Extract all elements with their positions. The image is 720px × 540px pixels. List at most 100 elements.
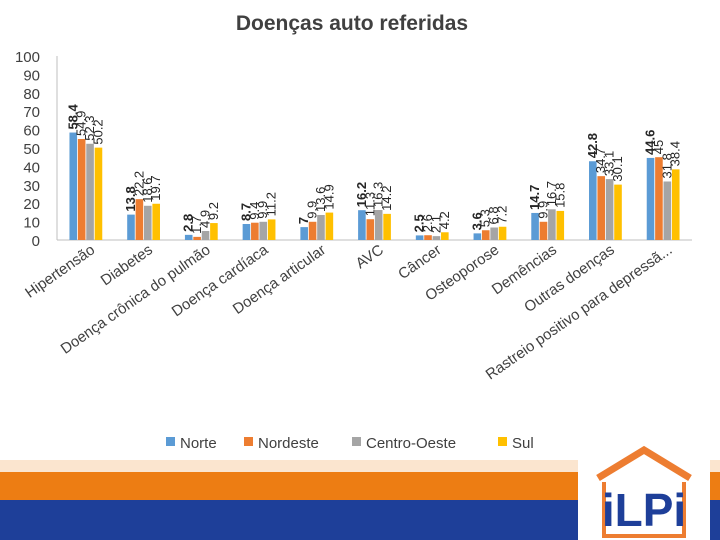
data-label: 11.3 — [362, 192, 377, 216]
bar-nordeste — [366, 219, 375, 240]
bar-norte — [184, 234, 193, 240]
bar-sul — [614, 184, 622, 240]
legend-swatch — [244, 437, 253, 446]
bar-nordeste — [251, 222, 259, 240]
bar-centro-oeste — [201, 230, 210, 240]
data-label: 13.6 — [313, 187, 328, 212]
house-walls — [602, 482, 686, 538]
data-label: 30.1 — [610, 156, 625, 181]
logo-text: iLPi — [602, 484, 686, 536]
bar-norte — [473, 233, 482, 240]
y-tick-label: 20 — [23, 196, 40, 213]
data-label: 18.6 — [140, 177, 155, 202]
legend-label: Nordeste — [258, 435, 319, 452]
legend-label: Norte — [180, 435, 217, 452]
data-label: 33.1 — [602, 151, 617, 176]
bar-centro-oeste — [259, 221, 268, 240]
data-label: 8.7 — [238, 203, 253, 221]
bar-norte — [415, 235, 424, 240]
bar-norte — [646, 157, 655, 240]
data-label: 44.6 — [643, 130, 658, 155]
data-label: 4.2 — [437, 211, 452, 229]
data-label: 2.1 — [428, 215, 443, 233]
data-label: 11.2 — [264, 192, 279, 216]
data-label: 2.5 — [412, 214, 427, 232]
bar-nordeste — [77, 138, 86, 240]
x-tick-label: AVC — [353, 241, 387, 272]
bar-sul — [556, 210, 565, 240]
bar-norte — [531, 212, 539, 240]
y-tick-label: 10 — [23, 215, 40, 232]
data-label: 34.7 — [593, 148, 608, 173]
bar-sul — [210, 223, 218, 240]
data-label: 4.9 — [198, 210, 213, 228]
data-label: 15.8 — [552, 183, 567, 208]
bar-sul — [94, 147, 103, 240]
bar-centro-oeste — [663, 181, 672, 240]
legend-label: Centro-Oeste — [366, 435, 456, 452]
x-tick-label: Doença cardíaca — [169, 241, 272, 320]
bar-sul — [498, 226, 507, 240]
bar-nordeste — [655, 157, 663, 240]
data-label: 42.8 — [585, 133, 600, 158]
bar-nordeste — [481, 230, 490, 240]
house-roof-icon — [596, 445, 692, 481]
y-tick-label: 60 — [23, 123, 40, 140]
data-label: 16.2 — [354, 182, 369, 207]
data-label: 38.4 — [668, 141, 683, 166]
legend-swatch — [498, 437, 507, 446]
bar-norte — [242, 223, 251, 240]
bar-nordeste — [135, 199, 144, 240]
data-label: 1.7 — [189, 216, 204, 234]
bar-centro-oeste — [490, 227, 498, 240]
data-label: 5.3 — [478, 209, 493, 227]
data-label: 31.8 — [659, 153, 674, 178]
bar-sul — [383, 213, 391, 240]
bar-sul — [325, 212, 334, 240]
data-label: 9.9 — [305, 201, 320, 219]
data-label: 54.9 — [74, 111, 89, 136]
data-label: 50.2 — [90, 119, 105, 144]
data-label: 3.6 — [469, 212, 484, 230]
data-label: 7 — [296, 217, 311, 224]
bar-sul — [267, 219, 276, 240]
footer-band-light — [0, 460, 720, 472]
legend-swatch — [166, 437, 175, 446]
data-label: 7.2 — [495, 206, 510, 224]
data-labels: 58.454.952.350.213.822.218.619.72.81.74.… — [65, 103, 682, 233]
data-label: 9.9 — [535, 201, 550, 219]
data-label: 22.2 — [131, 171, 146, 196]
x-tick-label: Hipertensão — [22, 241, 98, 301]
legend: Norte Nordeste Centro-Oeste Sul — [166, 435, 534, 452]
data-label: 9.9 — [255, 201, 270, 219]
bar-norte — [358, 210, 366, 240]
data-label: 52.3 — [82, 115, 97, 140]
bar-norte — [300, 227, 308, 240]
bar-centro-oeste — [374, 210, 383, 240]
chart-title: Doenças auto referidas — [236, 12, 468, 35]
data-label: 9.2 — [206, 202, 221, 220]
bar-nordeste — [193, 236, 201, 240]
bar-centro-oeste — [605, 179, 614, 240]
y-tick-label: 90 — [23, 67, 40, 84]
y-tick-label: 40 — [23, 159, 40, 176]
data-label: 16.3 — [371, 182, 386, 207]
bar-nordeste — [424, 235, 432, 240]
x-tick-label: Câncer — [395, 241, 444, 283]
data-label: 6.8 — [486, 206, 501, 224]
data-label: 9.4 — [247, 202, 262, 220]
y-tick-label: 70 — [23, 104, 40, 121]
y-tick-label: 50 — [23, 141, 40, 158]
bar-centro-oeste — [548, 209, 556, 240]
bar-nordeste — [539, 221, 548, 240]
legend-swatch — [352, 437, 361, 446]
ilpi-logo: iLPi — [578, 444, 710, 540]
y-tick-label: 80 — [23, 86, 40, 103]
bar-norte — [69, 132, 78, 240]
bar-nordeste — [597, 176, 606, 240]
y-tick-label: 100 — [15, 49, 40, 66]
data-label: 16.7 — [544, 181, 559, 206]
